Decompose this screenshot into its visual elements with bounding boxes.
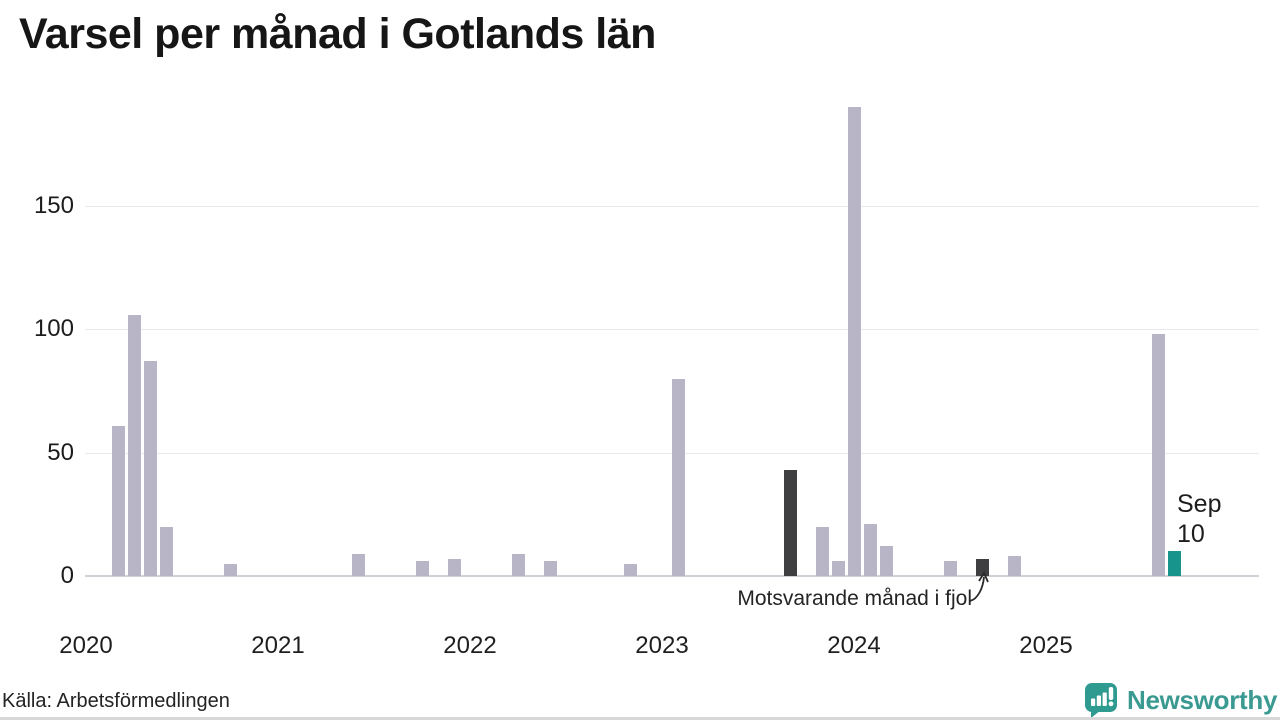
- gridline-150: [85, 206, 1259, 207]
- y-axis-tick-label: 100: [33, 315, 74, 343]
- bar-2024-01: [847, 107, 861, 576]
- bottom-border: [0, 717, 1280, 720]
- bar-2023-09: [783, 470, 797, 576]
- source-text: Källa: Arbetsförmedlingen: [2, 690, 230, 712]
- bar-2020-03: [111, 426, 125, 576]
- x-axis-year-label: 2025: [1019, 632, 1073, 659]
- bar-2022-11: [623, 564, 637, 576]
- bar-2021-06: [351, 554, 365, 576]
- x-axis-year-label: 2022: [443, 632, 497, 659]
- y-axis-tick-label: 150: [33, 192, 74, 219]
- bar-2022-04: [511, 554, 525, 576]
- bar-2024-11: [1007, 556, 1021, 576]
- bar-2020-10: [223, 564, 237, 576]
- x-axis-year-label: 2020: [59, 632, 113, 659]
- bar-2020-04: [127, 315, 141, 576]
- latest-bar-label-month: Sep: [1177, 490, 1222, 518]
- y-axis-tick-label: 50: [47, 438, 74, 466]
- bar-2024-07: [943, 561, 957, 576]
- newsworthy-logo: Newsworthy: [1084, 682, 1277, 719]
- bar-2023-11: [815, 527, 829, 576]
- bar-2020-06: [159, 527, 173, 576]
- x-axis-year-label: 2023: [635, 632, 689, 659]
- chart-title: Varsel per månad i Gotlands län: [19, 10, 656, 58]
- bar-2021-10: [415, 561, 429, 576]
- x-axis-year-label: 2024: [827, 632, 881, 659]
- latest-bar-label-value: 10: [1177, 520, 1205, 548]
- bar-2025-09: [1167, 551, 1181, 576]
- bar-2024-02: [863, 524, 877, 576]
- newsworthy-speech-bubble-icon: [1085, 683, 1117, 718]
- annotation-arrow-icon: [969, 571, 989, 602]
- bar-2023-12: [831, 561, 845, 576]
- newsworthy-wordmark: Newsworthy: [1127, 685, 1278, 715]
- bar-2024-09: [975, 559, 989, 576]
- bar-2023-02: [671, 379, 685, 576]
- gridline-0: [85, 575, 1259, 577]
- bar-2020-05: [143, 361, 157, 576]
- gridline-100: [85, 329, 1259, 331]
- bar-2025-08: [1151, 334, 1165, 576]
- bar-2024-03: [879, 546, 893, 576]
- bar-2022-06: [543, 561, 557, 576]
- x-axis-year-label: 2021: [251, 632, 305, 659]
- y-axis-tick-label: 0: [60, 562, 74, 589]
- annotation-label: Motsvarande månad i fjol: [737, 587, 972, 610]
- latest-bar-label: Sep 10: [1177, 489, 1221, 549]
- bar-2021-12: [447, 559, 461, 576]
